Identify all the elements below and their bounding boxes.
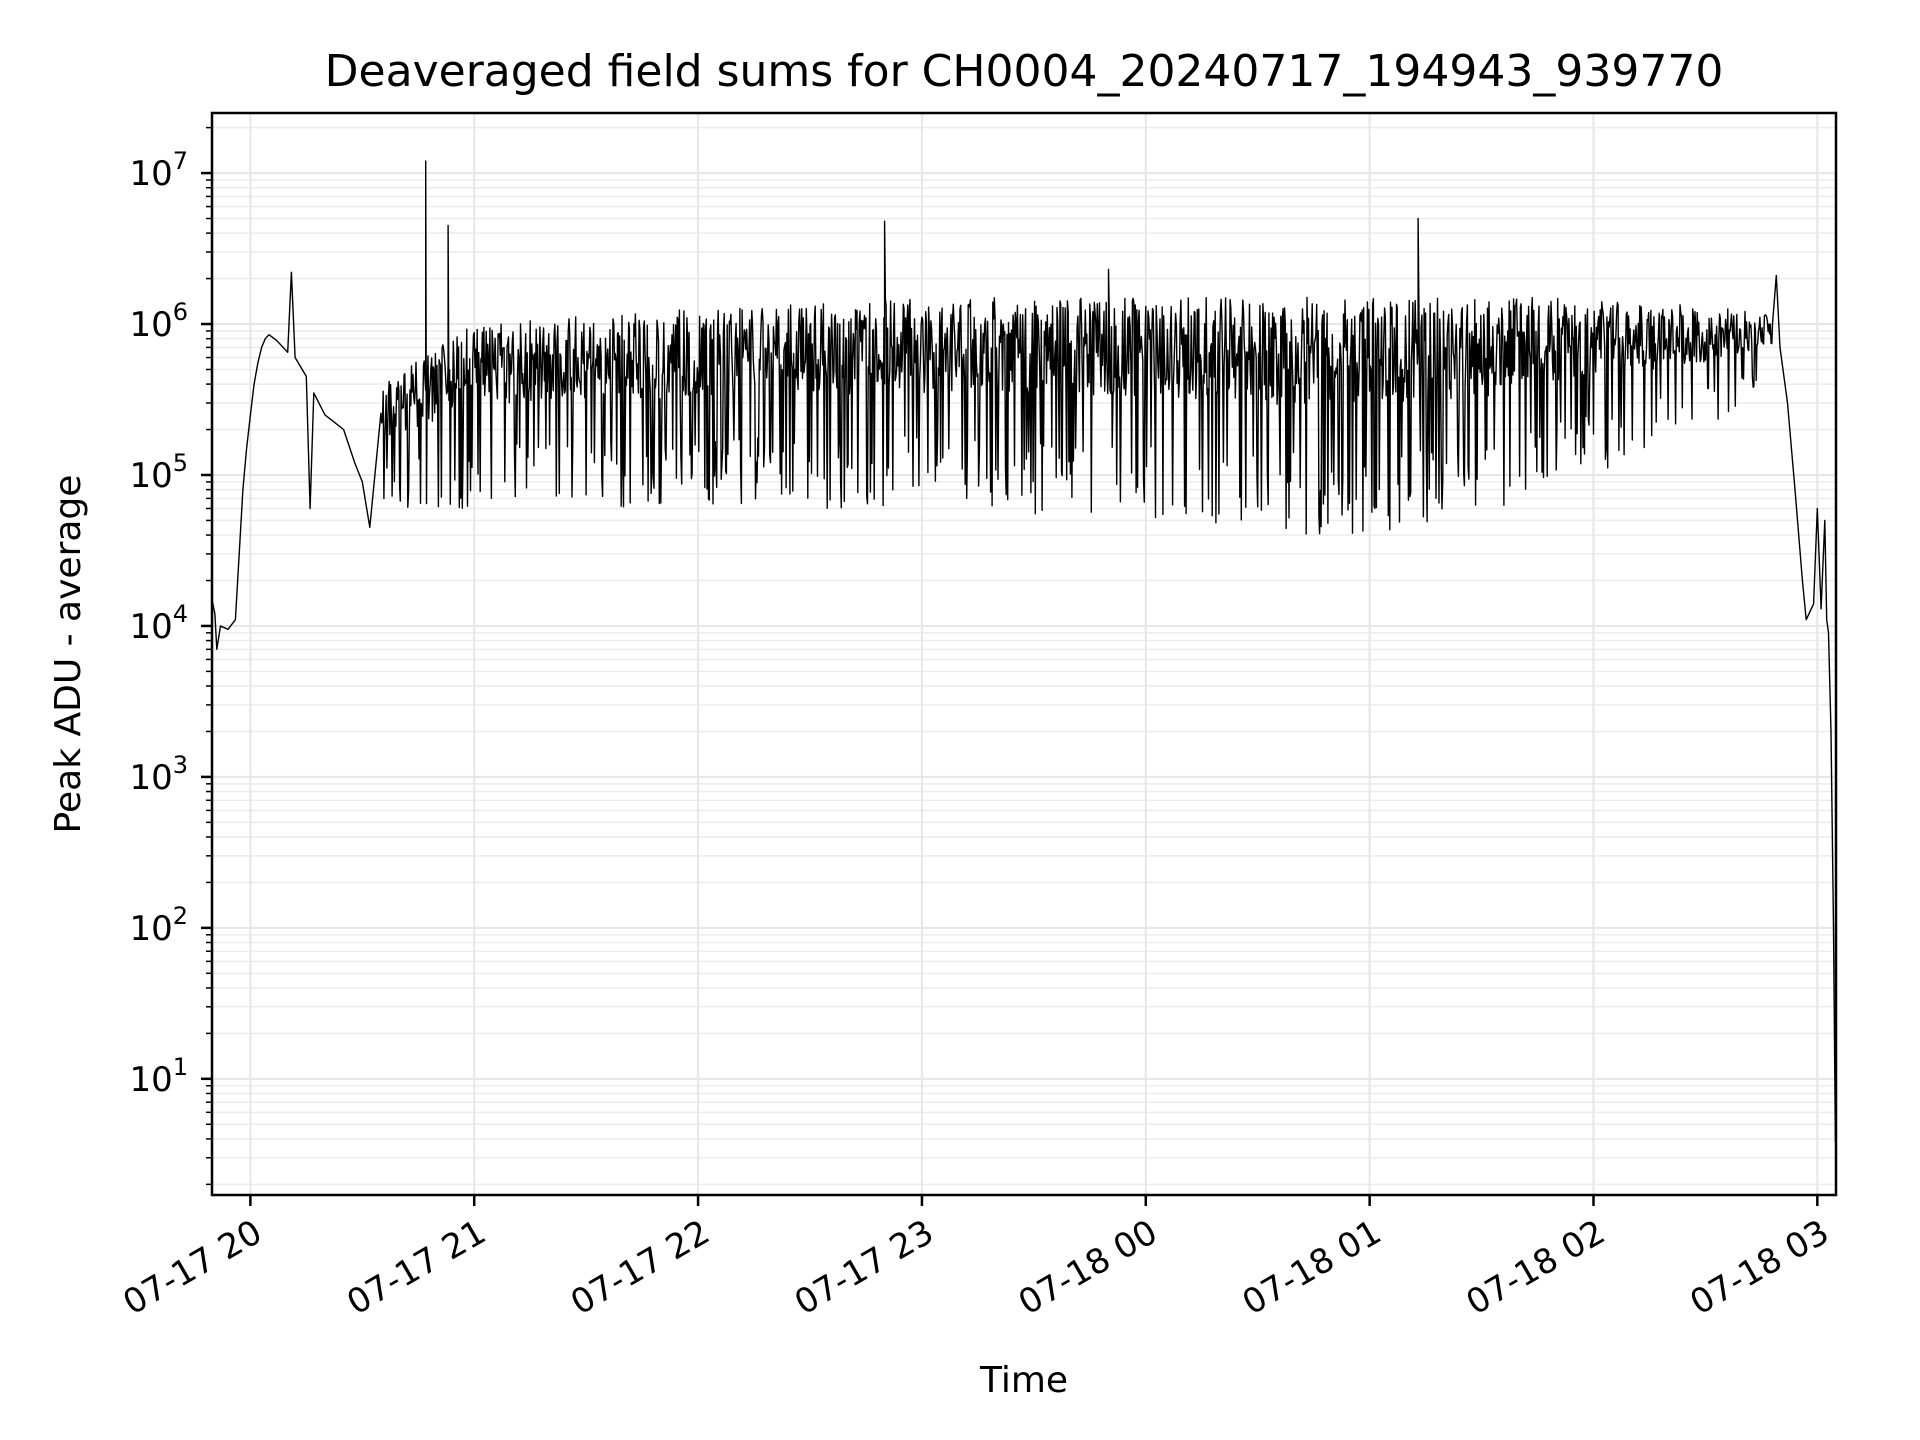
x-tick-label: 07-17 20	[116, 1212, 268, 1323]
y-axis-label: Peak ADU - average	[48, 475, 89, 834]
chart-title: Deaveraged field sums for CH0004_2024071…	[325, 46, 1724, 97]
x-tick-label: 07-18 02	[1460, 1212, 1612, 1323]
grid	[212, 113, 1836, 1195]
x-axis: 07-17 20 07-17 21 07-17 22 07-17 23 07-18 00…	[116, 1195, 1836, 1323]
x-axis-label: Time	[979, 1360, 1068, 1401]
y-tick-label: 102	[129, 902, 188, 949]
y-tick-label: 107	[129, 147, 188, 194]
axes-frame	[210, 111, 1838, 1197]
data-series-line	[211, 160, 1837, 1143]
x-tick-label: 07-18 03	[1683, 1212, 1835, 1323]
plot-area	[211, 160, 1837, 1143]
x-tick-label: 07-17 21	[340, 1212, 492, 1323]
x-tick-label: 07-17 23	[788, 1212, 940, 1323]
y-axis: 101 102 103 104 105 106 107	[129, 126, 212, 1186]
x-tick-label: 07-18 01	[1236, 1212, 1388, 1323]
y-tick-label: 104	[129, 600, 188, 647]
y-tick-label: 106	[129, 298, 188, 345]
y-tick-label: 105	[129, 449, 188, 496]
x-tick-label: 07-17 22	[564, 1212, 716, 1323]
y-tick-label: 101	[129, 1053, 188, 1100]
x-tick-label: 07-18 00	[1012, 1212, 1164, 1323]
y-tick-label: 103	[129, 751, 188, 798]
